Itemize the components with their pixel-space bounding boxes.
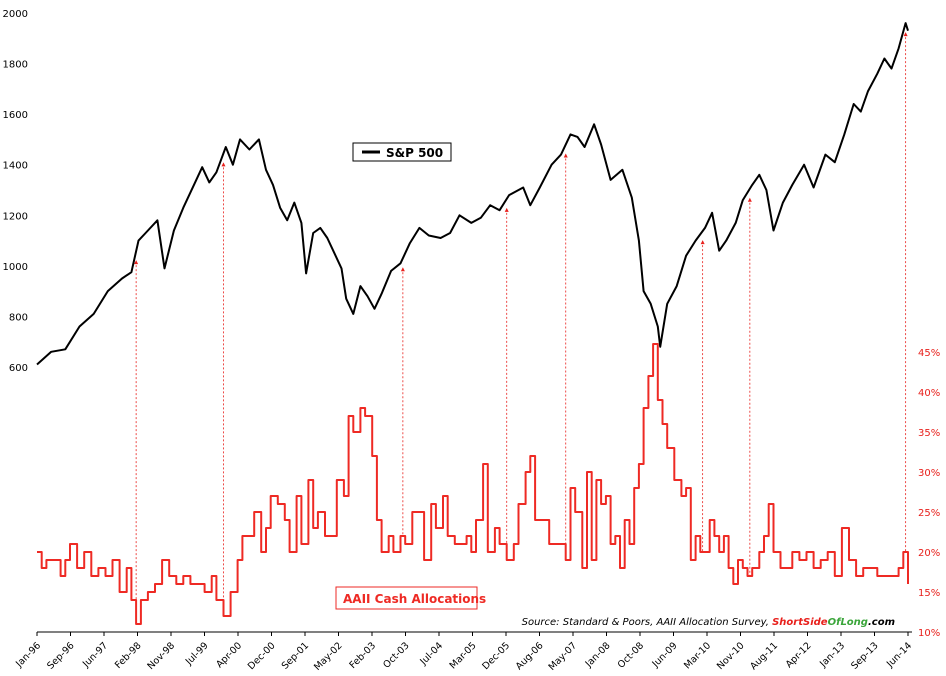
- x-tick-label: Mar-10: [682, 640, 713, 671]
- cash-legend: AAII Cash Allocations: [335, 586, 486, 610]
- right-tick-label: 15%: [918, 588, 940, 599]
- x-tick-label: May-07: [547, 640, 580, 673]
- x-tick-label: Jun-09: [650, 640, 680, 670]
- source-brand-of: Of: [828, 617, 843, 628]
- right-tick-label: 35%: [918, 428, 940, 439]
- right-tick-label: 20%: [918, 548, 940, 559]
- peak-marker-arrow: [903, 32, 908, 37]
- cash-legend-label: AAII Cash Allocations: [343, 592, 486, 606]
- x-tick-label: Apr-12: [784, 640, 814, 670]
- x-tick-label: Jun-97: [80, 640, 110, 670]
- x-tick-label: Aug-11: [748, 640, 780, 672]
- x-tick-label: May-02: [312, 640, 345, 673]
- cash-allocation-line: [37, 343, 909, 625]
- x-axis-ticks: Jan-96 Sep-96 Jun-97 Feb-98 Nov-98 Jul-99 Apr-…: [13, 632, 914, 673]
- left-tick-label: 1000: [3, 262, 28, 273]
- peak-marker-arrow: [563, 153, 568, 158]
- x-tick-label: Feb-98: [113, 640, 144, 671]
- source-prefix: Source: Standard & Poors, AAII Allocatio…: [522, 617, 772, 628]
- x-tick-label: Oct-08: [616, 640, 646, 670]
- x-tick-label: Jan-96: [13, 640, 43, 670]
- x-tick-label: Jul-99: [183, 640, 211, 668]
- right-tick-label: 40%: [918, 388, 940, 399]
- left-tick-label: 1600: [3, 110, 28, 121]
- source-brand-long: Long: [840, 617, 868, 628]
- x-tick-label: Dec-05: [480, 640, 512, 672]
- x-tick-label: Jul-04: [418, 640, 446, 668]
- right-tick-label: 25%: [918, 508, 940, 519]
- peak-marker-arrow: [400, 267, 405, 272]
- x-tick-label: Jan-13: [817, 640, 847, 670]
- right-tick-label: 10%: [918, 628, 940, 639]
- x-tick-label: Jan-08: [583, 640, 613, 670]
- x-tick-label: Oct-03: [381, 640, 411, 670]
- left-tick-label: 600: [9, 363, 28, 374]
- x-tick-label: Jun-14: [884, 640, 914, 670]
- left-tick-label: 1800: [3, 60, 28, 71]
- peak-marker-arrow: [221, 162, 226, 167]
- left-axis-ticks: 600 800 1000 1200 1400 1600 1800 2000: [3, 9, 28, 374]
- x-tick-label: Sep-96: [45, 640, 76, 671]
- x-tick-label: Nov-98: [145, 640, 177, 672]
- left-tick-label: 1400: [3, 161, 28, 172]
- peak-marker-arrow: [700, 240, 705, 245]
- x-tick-label: Aug-06: [514, 640, 546, 672]
- peak-marker-arrow: [504, 207, 509, 212]
- x-tick-label: Sep-01: [280, 640, 311, 671]
- source-note: Source: Standard & Poors, AAII Allocatio…: [522, 617, 895, 628]
- x-tick-label: Apr-00: [214, 640, 244, 670]
- x-tick-label: Feb-03: [347, 640, 378, 671]
- peak-marker-arrow: [747, 197, 752, 202]
- x-tick-label: Nov-10: [715, 640, 747, 672]
- sp500-legend-label: S&P 500: [386, 146, 443, 160]
- peak-marker-arrow: [134, 260, 139, 265]
- source-brand-com: .com: [868, 617, 895, 628]
- left-tick-label: 800: [9, 312, 28, 323]
- left-tick-label: 2000: [3, 9, 28, 20]
- left-tick-label: 1200: [3, 211, 28, 222]
- x-tick-label: Sep-13: [849, 640, 880, 671]
- x-tick-label: Dec-00: [246, 640, 278, 672]
- x-tick-label: Mar-05: [448, 640, 479, 671]
- peak-markers: [134, 32, 908, 624]
- sp500-legend: S&P 500: [352, 142, 452, 162]
- right-tick-label: 30%: [918, 468, 940, 479]
- source-brand-short: Short: [772, 617, 804, 628]
- right-axis-ticks: 10% 15% 20% 25% 30% 35% 40% 45%: [918, 348, 940, 639]
- sp500-line: [36, 22, 909, 366]
- source-brand-side: Side: [803, 617, 828, 628]
- right-tick-label: 45%: [918, 348, 940, 359]
- series: [36, 22, 909, 625]
